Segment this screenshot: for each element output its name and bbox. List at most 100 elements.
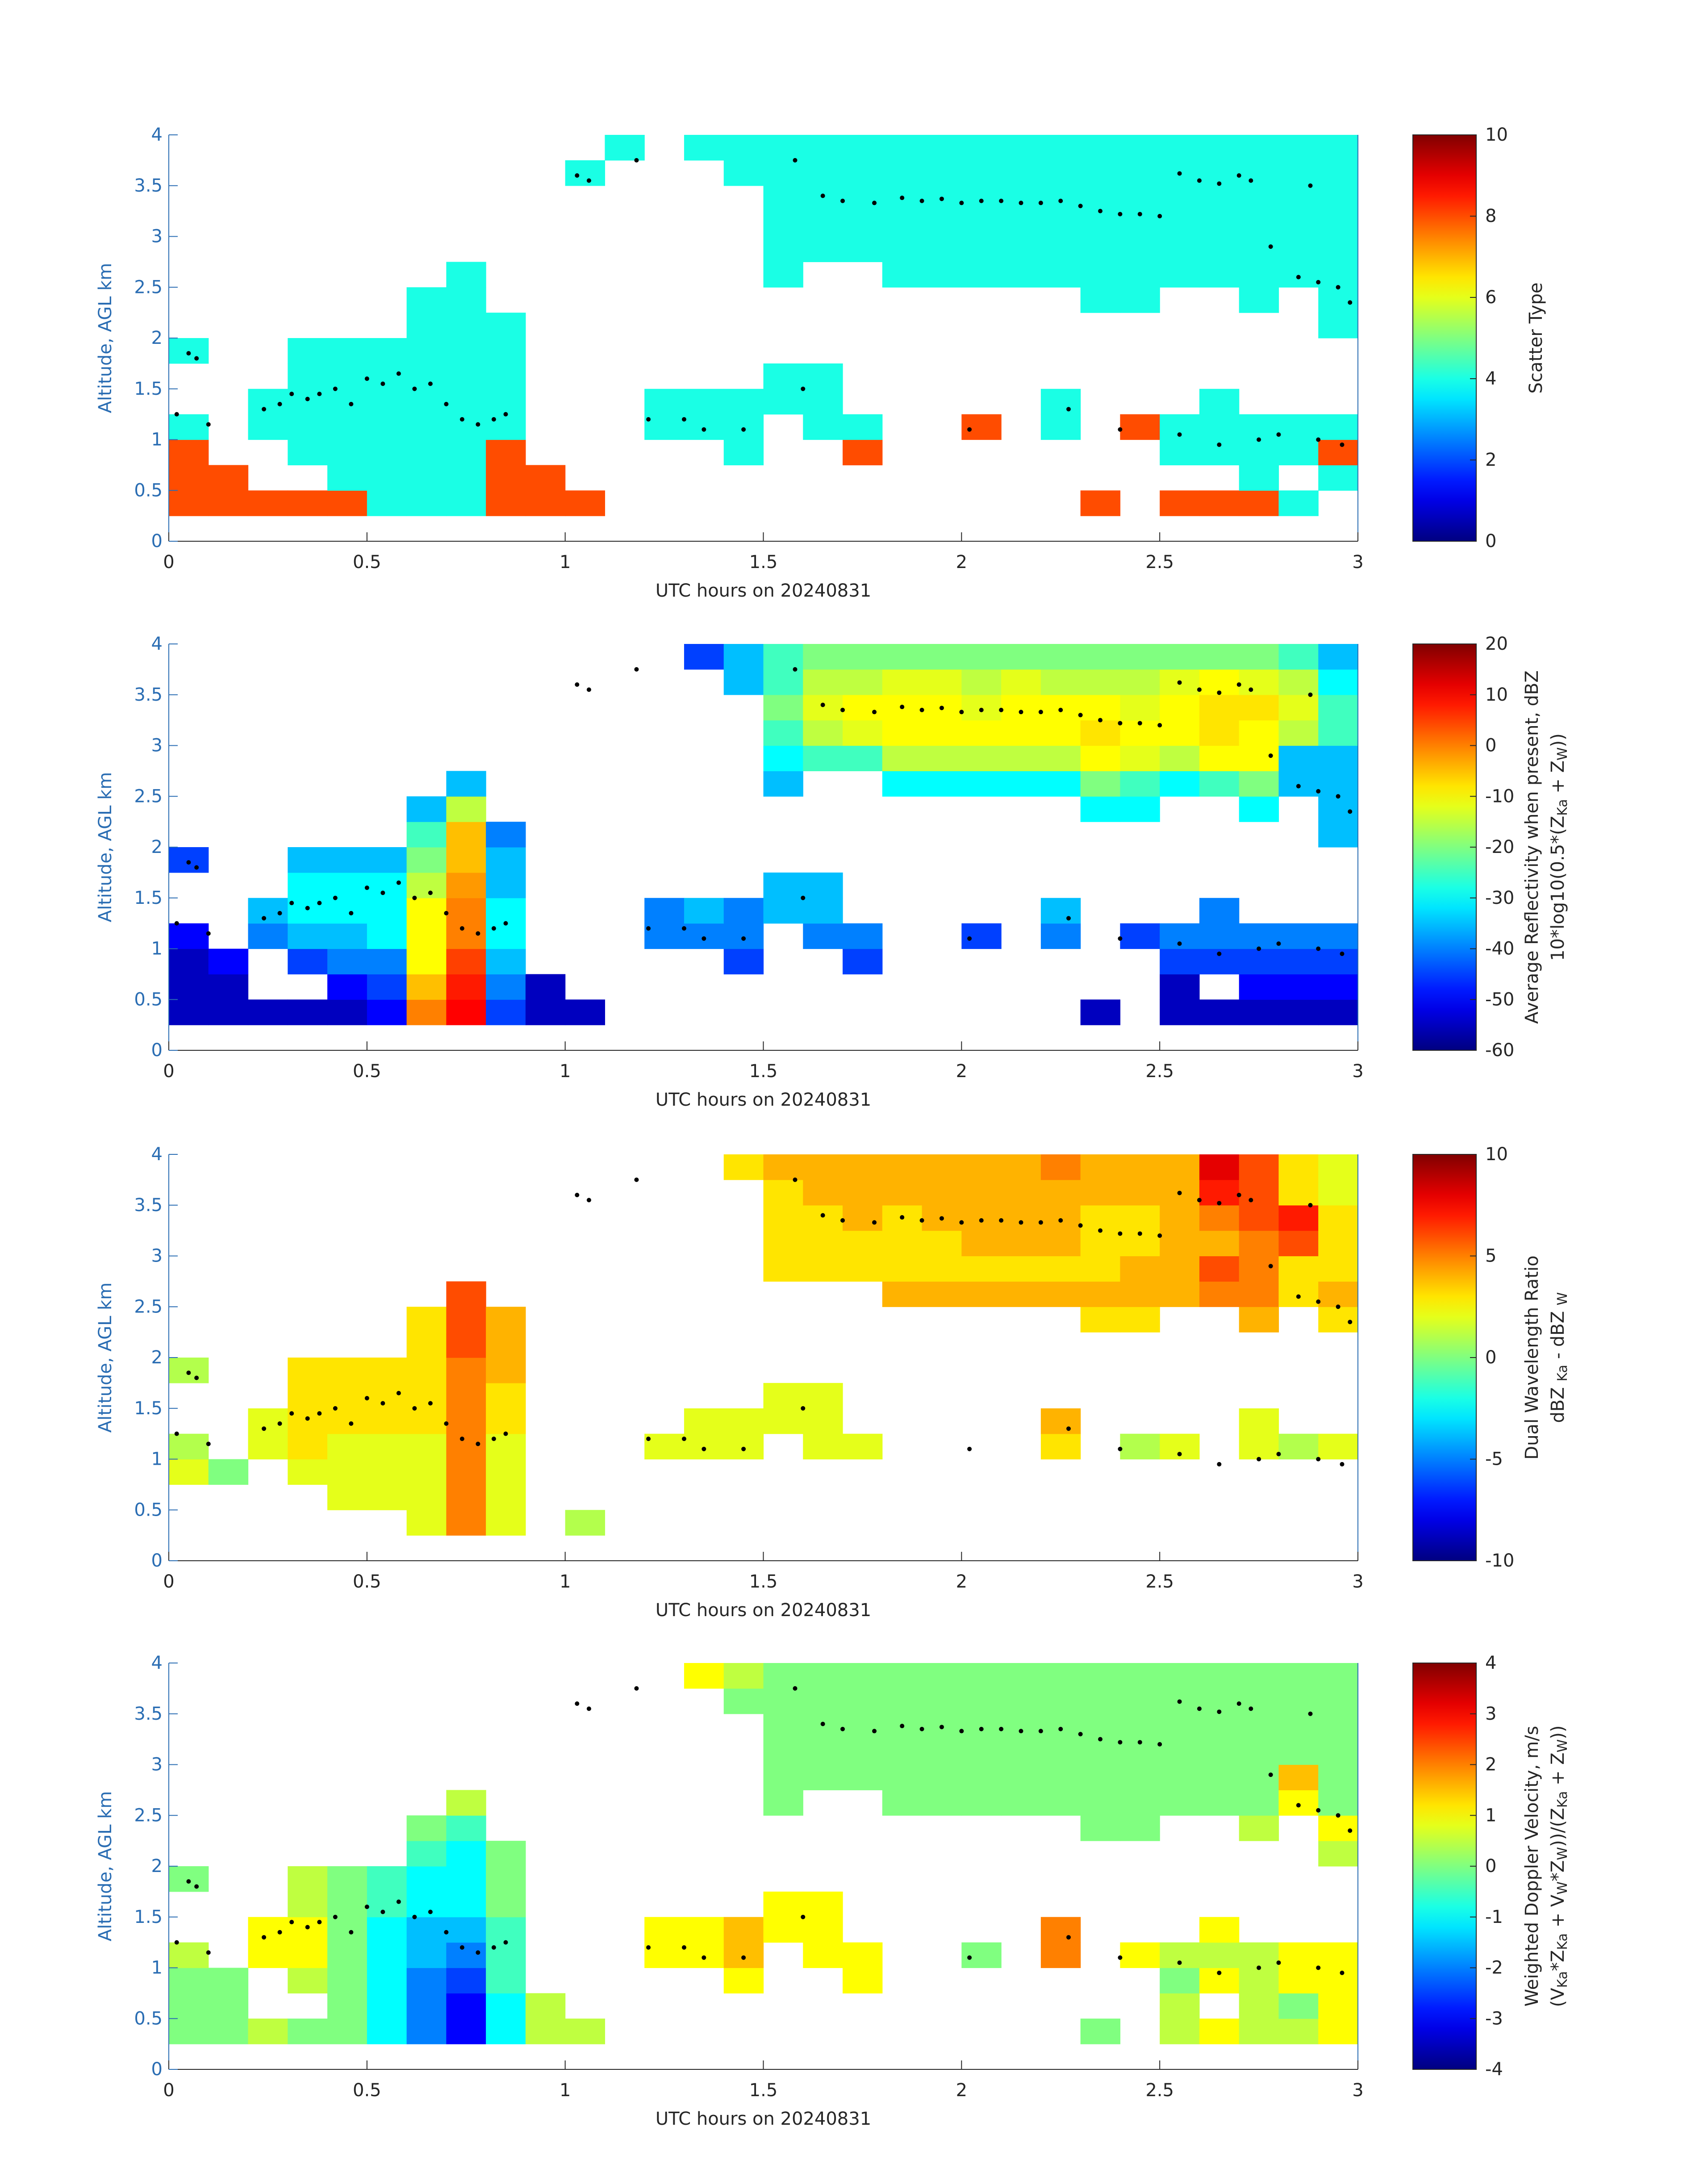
heatmap-cell <box>446 1841 486 1867</box>
heatmap-cell <box>1199 923 1240 949</box>
heatmap-cell <box>565 160 606 186</box>
x-tick-label: 2.5 <box>1145 1571 1174 1592</box>
cloud-point <box>206 931 211 936</box>
heatmap-cell <box>1318 414 1358 440</box>
heatmap-cell <box>1318 999 1358 1025</box>
heatmap-cell <box>1278 1281 1319 1307</box>
cloud-point <box>681 417 686 422</box>
cloud-point <box>444 401 449 406</box>
heatmap-cell <box>446 389 486 415</box>
heatmap-cell <box>327 847 367 873</box>
y-axis-label: Altitude, AGL km <box>95 1791 116 1942</box>
heatmap-cell <box>684 414 724 440</box>
heatmap-cell <box>446 949 486 974</box>
x-tick-label: 2 <box>956 2080 967 2101</box>
heatmap-cell <box>406 1993 447 2019</box>
heatmap-cell <box>1040 1205 1081 1231</box>
cloud-point <box>1336 794 1341 799</box>
cloud-point <box>999 198 1004 203</box>
colorbar-tick-label: -10 <box>1485 786 1514 806</box>
cloud-point <box>1296 1294 1301 1299</box>
colorbar-tick-label: 8 <box>1485 206 1496 226</box>
heatmap-cell <box>1318 262 1358 288</box>
heatmap-cell <box>486 1510 526 1536</box>
y-tick-label: 0.5 <box>134 2008 163 2029</box>
cloud-point <box>262 916 267 921</box>
heatmap-cell <box>1080 1154 1120 1180</box>
heatmap-cell <box>169 1968 209 1993</box>
heatmap-cell <box>803 720 843 746</box>
x-tick-label: 1.5 <box>749 1061 778 1082</box>
heatmap-cell <box>1160 1281 1200 1307</box>
cloud-point <box>412 1406 417 1411</box>
heatmap-cell <box>763 211 803 237</box>
colorbar-label: Average Reflectivity when present, dBZ <box>1522 670 1542 1024</box>
heatmap-cell <box>486 414 526 440</box>
heatmap-cell <box>208 1993 249 2019</box>
colorbar-label-part: + V <box>1548 1894 1568 1933</box>
heatmap-cell <box>922 160 962 186</box>
heatmap-cell <box>406 287 447 313</box>
heatmap-cell <box>1318 796 1358 822</box>
cloud-point <box>1078 713 1083 718</box>
heatmap-cell <box>1239 465 1279 491</box>
cloud-point <box>1177 171 1182 176</box>
heatmap-cell <box>1040 1942 1081 1968</box>
heatmap-cell <box>169 2018 209 2044</box>
heatmap-cell <box>1318 949 1358 974</box>
heatmap-cell <box>843 236 883 262</box>
y-tick-label: 1.5 <box>134 1398 163 1419</box>
heatmap-cell <box>367 490 407 516</box>
heatmap-cell <box>1160 262 1200 288</box>
cloud-point <box>1177 1699 1182 1704</box>
heatmap-cell <box>922 1154 962 1180</box>
cloud-point <box>586 1706 591 1711</box>
colorbar-label-part: Ka <box>1555 1971 1570 1988</box>
cloud-point <box>1058 198 1063 203</box>
heatmap-cell <box>882 211 923 237</box>
heatmap-cell <box>961 185 1002 212</box>
heatmap-cell <box>327 389 367 415</box>
heatmap-cell <box>1001 1205 1041 1231</box>
heatmap-cell <box>1199 1790 1240 1816</box>
heatmap-cell <box>1199 414 1240 440</box>
cloud-point <box>305 1416 310 1421</box>
cloud-point <box>1137 1740 1142 1745</box>
cloud-point <box>586 1198 591 1203</box>
heatmap-cell <box>1239 262 1279 288</box>
heatmap-cell <box>803 898 843 924</box>
heatmap-cell <box>1199 1281 1240 1307</box>
y-tick-label: 3 <box>151 735 163 756</box>
cloud-point <box>1308 183 1313 188</box>
cloud-point <box>979 1218 984 1223</box>
cloud-point <box>959 1220 964 1225</box>
cloud-point <box>634 158 639 163</box>
x-axis-label: UTC hours on 20240831 <box>656 1600 871 1621</box>
cloud-point <box>380 1910 385 1914</box>
heatmap-cell <box>1278 1968 1319 1993</box>
heatmap-cell <box>1239 135 1279 161</box>
cloud-point <box>194 356 199 361</box>
heatmap-cell <box>1239 1230 1279 1257</box>
heatmap-cell <box>288 1358 328 1383</box>
heatmap-cell <box>644 389 685 415</box>
heatmap-cell <box>1239 949 1279 974</box>
colorbar-tick-label: -10 <box>1485 1550 1514 1571</box>
cloud-point <box>586 178 591 183</box>
x-axis-label: UTC hours on 20240831 <box>656 2109 871 2129</box>
heatmap-cell <box>446 999 486 1025</box>
heatmap-cell <box>327 872 367 898</box>
heatmap-cell <box>803 211 843 237</box>
cloud-point <box>575 1193 580 1197</box>
heatmap-cell <box>882 160 923 186</box>
heatmap-cell <box>327 974 367 1000</box>
heatmap-cell <box>1160 1968 1200 1993</box>
heatmap-cell <box>1160 1993 1200 2019</box>
heatmap-cell <box>406 338 447 364</box>
heatmap-cell <box>1199 745 1240 771</box>
heatmap-cell <box>1318 236 1358 262</box>
heatmap-cell <box>723 135 764 161</box>
y-tick-label: 0 <box>151 1550 163 1571</box>
heatmap-cell <box>723 1968 764 1993</box>
heatmap-cell <box>248 1433 288 1460</box>
